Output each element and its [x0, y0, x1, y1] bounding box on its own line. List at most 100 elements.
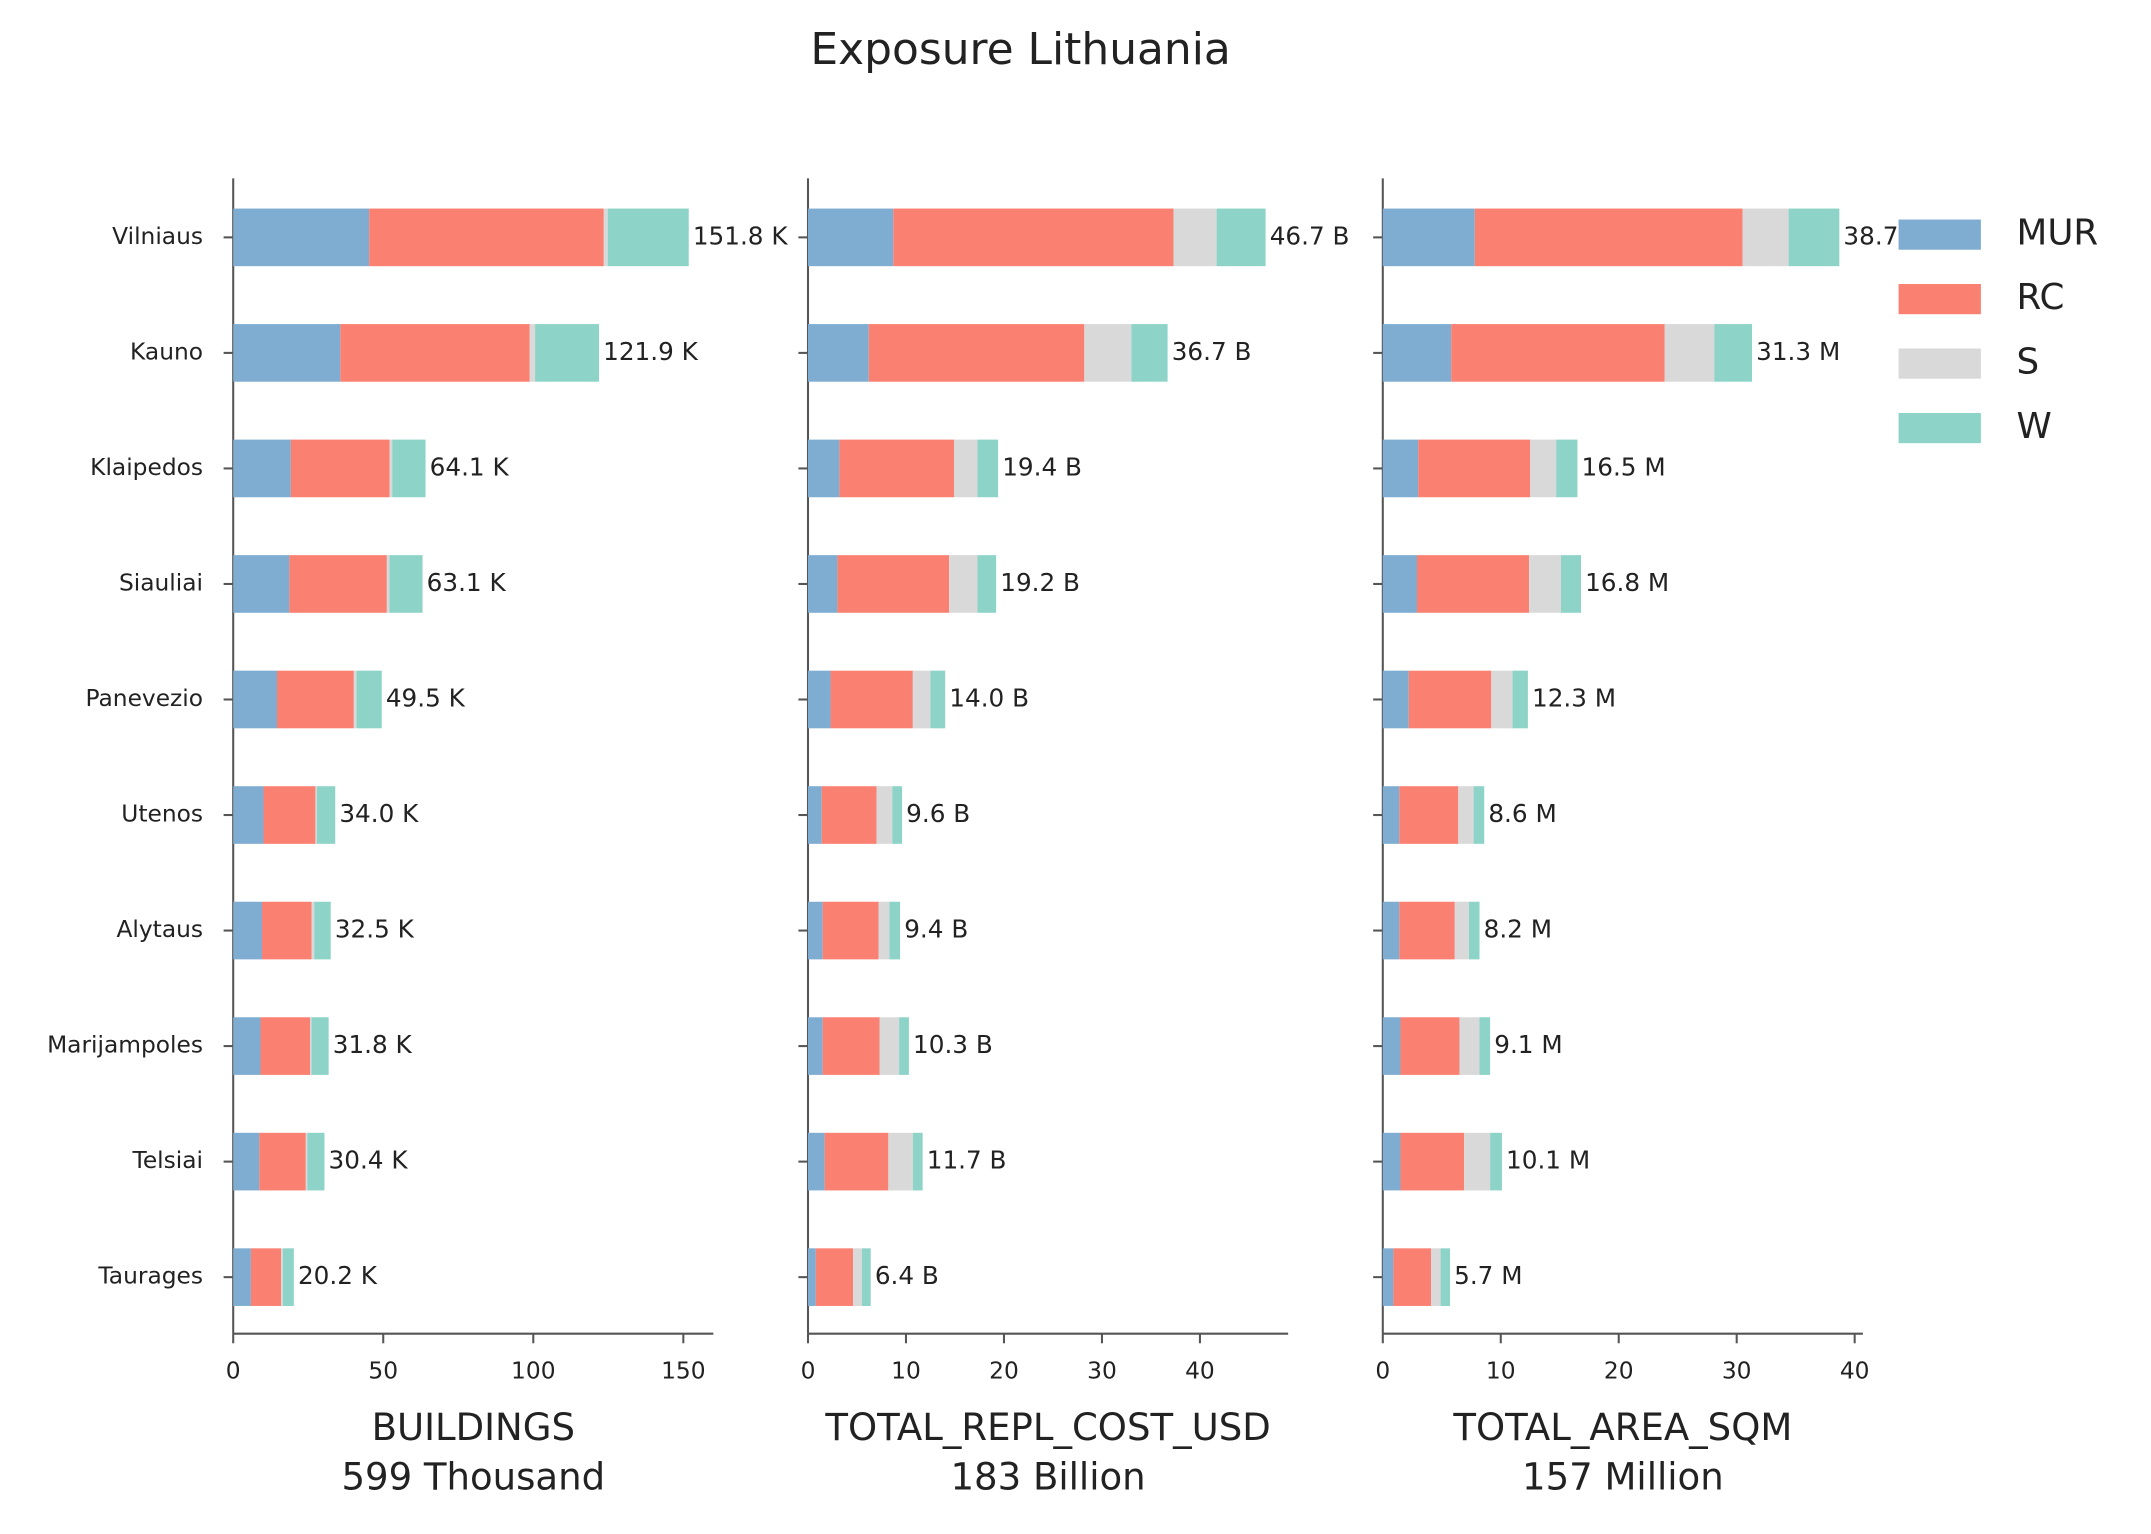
- bar-segment: [1382, 670, 1409, 729]
- value-label: 8.6 M: [1488, 799, 1556, 828]
- chart-title: Exposure Lithuania: [810, 24, 1230, 75]
- bar-segment: [861, 1248, 871, 1306]
- value-label: 151.8 K: [693, 221, 789, 250]
- value-label: 5.7 M: [1454, 1261, 1522, 1290]
- bar-segment: [1382, 324, 1452, 382]
- x-tick-label: 0: [1375, 1358, 1390, 1385]
- bar-segment: [807, 208, 894, 267]
- bar-segment: [1382, 786, 1400, 844]
- value-label: 32.5 K: [335, 915, 415, 944]
- bar-segment: [233, 324, 341, 382]
- bar-segment: [879, 1017, 900, 1075]
- x-tick-label: 20: [1604, 1358, 1634, 1385]
- bar-segment: [822, 901, 879, 960]
- bar-segment: [912, 670, 931, 729]
- legend-swatch: [1898, 413, 1981, 444]
- x-axis-label: BUILDINGS: [372, 1406, 575, 1449]
- value-label: 8.2 M: [1484, 915, 1552, 944]
- bar-segment: [316, 786, 336, 844]
- bar-segment: [290, 439, 390, 498]
- bar-segment: [912, 1132, 923, 1191]
- bar-segment: [307, 1132, 325, 1191]
- bar-segment: [815, 1248, 854, 1306]
- bar-segment: [389, 555, 423, 613]
- value-label: 31.3 M: [1756, 337, 1840, 366]
- value-label: 31.8 K: [333, 1030, 413, 1059]
- bar-segment: [977, 555, 997, 613]
- bar-segment: [1464, 1132, 1491, 1191]
- bar-segment: [1408, 670, 1492, 729]
- bar-segment: [1468, 901, 1480, 960]
- bar-segment: [1393, 1248, 1432, 1306]
- bar-segment: [977, 439, 999, 498]
- x-axis-label: TOTAL_REPL_COST_USD: [824, 1406, 1270, 1449]
- bar-segment: [233, 1017, 261, 1075]
- bar-segment: [281, 1248, 283, 1306]
- y-tick-label: Alytaus: [116, 916, 203, 943]
- x-axis-note: 157 Million: [1522, 1456, 1724, 1499]
- value-label: 11.7 B: [927, 1146, 1007, 1175]
- bar-segment: [389, 439, 393, 498]
- x-axis-label: TOTAL_AREA_SQM: [1452, 1406, 1792, 1449]
- value-label: 12.3 M: [1532, 683, 1616, 712]
- bar-segment: [1454, 901, 1469, 960]
- legend-swatch: [1898, 284, 1981, 315]
- y-tick-label: Marijampoles: [47, 1032, 203, 1059]
- y-tick-label: Siauliai: [119, 569, 203, 596]
- value-label: 34.0 K: [339, 799, 419, 828]
- x-tick-label: 40: [1185, 1358, 1215, 1385]
- value-label: 30.4 K: [329, 1146, 409, 1175]
- value-label: 36.7 B: [1172, 337, 1252, 366]
- value-label: 64.1 K: [430, 452, 510, 481]
- bar-segment: [807, 1132, 825, 1191]
- bar-segment: [233, 439, 291, 498]
- x-axis-note: 183 Billion: [951, 1456, 1146, 1499]
- bar-segment: [1459, 1017, 1480, 1075]
- bar-segment: [1742, 208, 1789, 267]
- x-tick-label: 30: [1722, 1358, 1752, 1385]
- bar-segment: [1560, 555, 1581, 613]
- bar-segment: [807, 324, 869, 382]
- bar-segment: [822, 1017, 880, 1075]
- bar-segment: [1084, 324, 1132, 382]
- bar-segment: [876, 786, 893, 844]
- bar-segment: [535, 324, 600, 382]
- bar-segment: [930, 670, 946, 729]
- bar-segment: [853, 1248, 862, 1306]
- bar-segment: [1216, 208, 1266, 267]
- bar-segment: [315, 786, 317, 844]
- y-tick-label: Utenos: [121, 801, 203, 828]
- bar-segment: [1431, 1248, 1441, 1306]
- bar-segment: [1399, 786, 1459, 844]
- bar-segment: [1479, 1017, 1491, 1075]
- bar-segment: [1440, 1248, 1451, 1306]
- bar-segment: [233, 786, 264, 844]
- bar-segment: [259, 1132, 306, 1191]
- y-tick-label: Taurages: [97, 1263, 203, 1290]
- value-label: 10.1 M: [1506, 1146, 1590, 1175]
- bar-segment: [1418, 439, 1531, 498]
- bar-segment: [289, 555, 387, 613]
- value-label: 16.5 M: [1582, 452, 1666, 481]
- x-tick-label: 10: [1486, 1358, 1516, 1385]
- x-tick-label: 40: [1840, 1358, 1870, 1385]
- bar-segment: [1131, 324, 1168, 382]
- bar-segment: [892, 786, 903, 844]
- bar-segment: [607, 208, 689, 267]
- bar-segment: [603, 208, 608, 267]
- value-label: 14.0 B: [949, 683, 1029, 712]
- bar-segment: [233, 901, 263, 960]
- bar-segment: [807, 1248, 816, 1306]
- bar-segment: [888, 1132, 913, 1191]
- bar-segment: [386, 555, 390, 613]
- bar-segment: [1556, 439, 1578, 498]
- legend-swatch: [1898, 219, 1981, 250]
- value-label: 46.7 B: [1270, 221, 1350, 250]
- y-tick-label: Panevezio: [86, 685, 204, 712]
- bar-segment: [1382, 1132, 1401, 1191]
- bar-segment: [821, 786, 877, 844]
- bar-segment: [839, 439, 954, 498]
- value-label: 6.4 B: [875, 1261, 939, 1290]
